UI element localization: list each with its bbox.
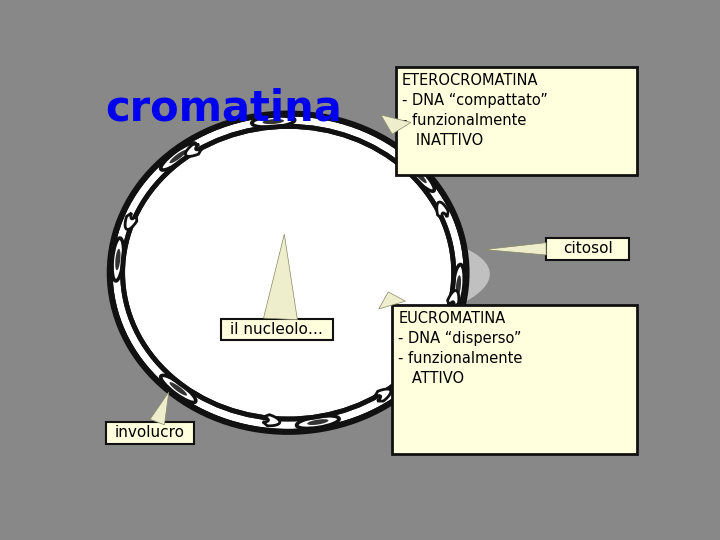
Ellipse shape (120, 124, 456, 421)
Ellipse shape (316, 197, 399, 264)
Polygon shape (150, 392, 168, 425)
Polygon shape (263, 415, 280, 426)
Ellipse shape (161, 375, 196, 402)
Ellipse shape (309, 300, 398, 369)
Ellipse shape (404, 159, 434, 191)
Ellipse shape (177, 220, 238, 295)
Ellipse shape (223, 308, 307, 368)
Ellipse shape (220, 183, 326, 269)
Ellipse shape (276, 274, 330, 318)
Ellipse shape (453, 265, 464, 307)
Polygon shape (130, 120, 490, 401)
Text: involucro: involucro (114, 426, 184, 440)
Ellipse shape (182, 209, 294, 313)
Text: cromatina: cromatina (106, 88, 343, 130)
Ellipse shape (115, 249, 120, 270)
Text: ETEROCROMATINA
- DNA “compattato”
- funzionalmente
   INATTIVO: ETEROCROMATINA - DNA “compattato” - funz… (402, 73, 548, 147)
Ellipse shape (412, 167, 427, 183)
Polygon shape (125, 213, 137, 230)
Polygon shape (186, 144, 202, 157)
Ellipse shape (412, 362, 427, 378)
Ellipse shape (161, 143, 196, 170)
Polygon shape (379, 292, 405, 309)
Ellipse shape (177, 270, 253, 353)
Polygon shape (374, 389, 391, 401)
Ellipse shape (169, 382, 187, 396)
Ellipse shape (404, 354, 434, 386)
Ellipse shape (109, 113, 467, 432)
FancyBboxPatch shape (221, 319, 333, 340)
Polygon shape (437, 202, 449, 219)
Ellipse shape (252, 116, 294, 127)
FancyBboxPatch shape (392, 305, 637, 454)
Ellipse shape (297, 416, 339, 428)
FancyBboxPatch shape (546, 238, 629, 260)
FancyBboxPatch shape (106, 422, 194, 444)
Ellipse shape (112, 117, 464, 429)
Polygon shape (485, 242, 546, 255)
Polygon shape (448, 291, 459, 307)
Ellipse shape (456, 275, 461, 296)
Ellipse shape (112, 238, 124, 281)
Ellipse shape (326, 252, 404, 324)
Ellipse shape (228, 248, 271, 282)
Text: il nucleolo…: il nucleolo… (230, 322, 323, 337)
Ellipse shape (307, 419, 328, 425)
Polygon shape (381, 115, 411, 134)
Text: citosol: citosol (563, 241, 613, 256)
FancyBboxPatch shape (396, 67, 637, 175)
Polygon shape (264, 234, 297, 320)
Ellipse shape (263, 119, 284, 124)
Text: EUCROMATINA
- DNA “disperso”
- funzionalmente
   ATTIVO: EUCROMATINA - DNA “disperso” - funzional… (398, 311, 523, 386)
Ellipse shape (169, 150, 187, 163)
